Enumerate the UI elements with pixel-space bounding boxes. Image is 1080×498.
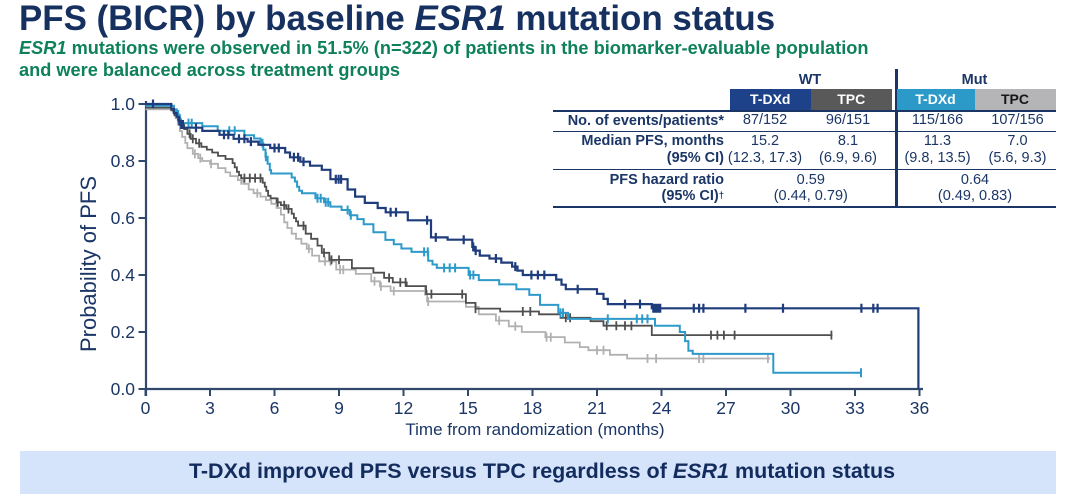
svg-text:33: 33 (845, 398, 864, 418)
svg-text:21: 21 (587, 398, 606, 418)
svg-text:30: 30 (781, 398, 801, 418)
svg-text:6: 6 (270, 398, 280, 418)
svg-text:3: 3 (205, 398, 215, 418)
svg-text:0.2: 0.2 (111, 322, 135, 342)
svg-text:12: 12 (394, 398, 413, 418)
svg-text:1.0: 1.0 (111, 94, 136, 114)
svg-text:36: 36 (910, 398, 929, 418)
svg-text:0.0: 0.0 (111, 379, 136, 399)
svg-text:27: 27 (716, 398, 735, 418)
svg-text:0.6: 0.6 (111, 208, 135, 228)
svg-text:0: 0 (141, 398, 151, 418)
svg-text:Probability of PFS: Probability of PFS (76, 176, 101, 352)
svg-text:Time from randomization (month: Time from randomization (months) (405, 420, 664, 439)
svg-text:9: 9 (334, 398, 344, 418)
svg-text:24: 24 (652, 398, 672, 418)
svg-text:15: 15 (458, 398, 477, 418)
svg-text:0.4: 0.4 (111, 265, 136, 285)
svg-text:18: 18 (523, 398, 542, 418)
svg-text:0.8: 0.8 (111, 151, 135, 171)
